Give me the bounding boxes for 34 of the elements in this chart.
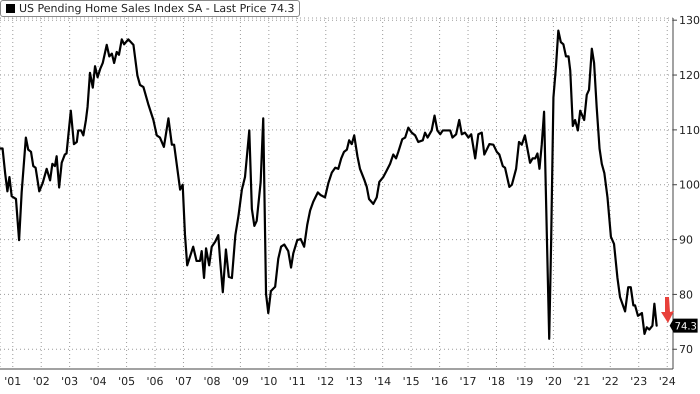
x-tick-label: '09 [232,374,249,388]
annotation: 74.3 [674,322,697,333]
x-tick-label: '16 [431,374,448,388]
x-tick-label: '08 [203,374,220,388]
x-tick-label: '19 [516,374,534,388]
x-tick-label: '05 [118,374,136,388]
y-tick-label: 110 [679,124,700,137]
y-tick-label: 80 [679,288,693,302]
x-tick-label: '04 [90,374,107,388]
x-tick-label: '20 [544,374,562,388]
y-tick-label: 90 [679,233,693,246]
y-tick-label: 120 [679,68,700,82]
x-tick-label: '15 [402,374,420,388]
x-tick-label: '13 [346,374,363,388]
y-tick-label: 100 [679,178,700,192]
x-tick-label: '21 [573,374,590,388]
x-tick-label: '01 [4,374,22,388]
y-tick-label: 130 [679,14,700,28]
x-tick-label: '22 [602,374,619,388]
x-tick-label: '24 [658,374,676,388]
x-tick-label: '06 [146,374,164,388]
legend-label: US Pending Home Sales Index SA - Last Price 74.3 [19,2,294,15]
x-tick-label: '10 [260,374,278,388]
y-tick-label: 70 [679,343,693,356]
x-tick-label: '03 [61,374,78,388]
x-tick-label: '07 [174,374,192,388]
x-tick-label: '02 [32,374,50,388]
x-tick-label: '23 [630,374,648,388]
x-tick-label: '12 [317,374,334,388]
x-tick-label: '14 [374,374,392,388]
x-tick-label: '11 [288,374,306,388]
x-tick-label: '17 [460,374,477,388]
x-tick-label: '18 [488,374,505,388]
line-series [0,30,658,340]
